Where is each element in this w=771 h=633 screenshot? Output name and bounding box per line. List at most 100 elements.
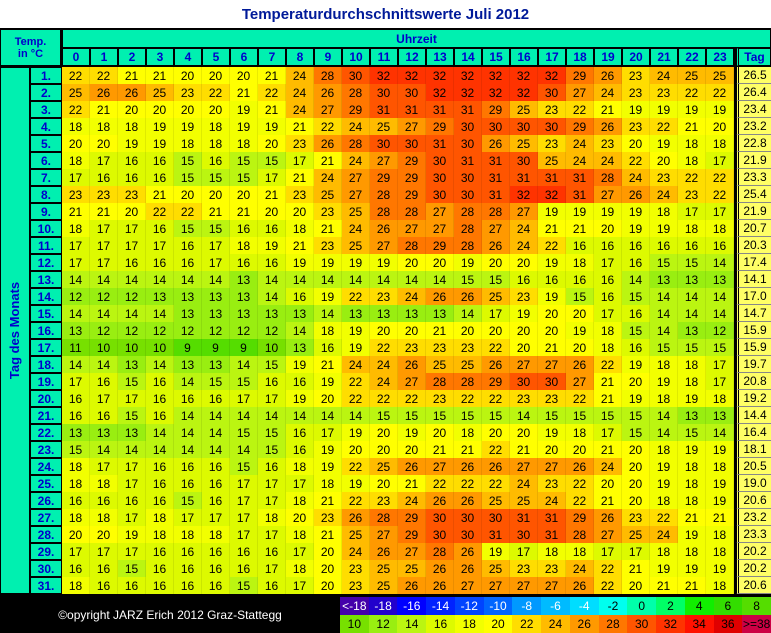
cell: 18 xyxy=(314,475,342,492)
cell: 20 xyxy=(62,526,90,543)
cell: 20 xyxy=(286,203,314,220)
cell: 15 xyxy=(566,288,594,305)
cell: 19 xyxy=(454,254,482,271)
row-label: 24. xyxy=(30,458,62,475)
cell: 23 xyxy=(622,84,650,101)
cell: 16 xyxy=(174,560,202,577)
cell: 28 xyxy=(342,135,370,152)
cell: 16 xyxy=(202,543,230,560)
cell: 21 xyxy=(202,203,230,220)
cell: 20 xyxy=(594,475,622,492)
cell: 16 xyxy=(118,152,146,169)
cell: 17 xyxy=(314,424,342,441)
cell: 19 xyxy=(370,254,398,271)
cell: 13 xyxy=(230,271,258,288)
cell: 15 xyxy=(174,169,202,186)
cell: 14 xyxy=(174,424,202,441)
row-label: 9. xyxy=(30,203,62,220)
cell: 22 xyxy=(706,84,734,101)
cell: 17 xyxy=(258,560,286,577)
row-label: 28. xyxy=(30,526,62,543)
cell: 20 xyxy=(594,220,622,237)
cell: 18 xyxy=(286,458,314,475)
cell: 26 xyxy=(314,84,342,101)
cell: 15 xyxy=(174,492,202,509)
cell: 21 xyxy=(538,339,566,356)
cell: 25 xyxy=(342,203,370,220)
cell: 27 xyxy=(426,203,454,220)
cell: 19 xyxy=(678,526,706,543)
cell: 9 xyxy=(202,339,230,356)
cell: 18 xyxy=(706,390,734,407)
cell: 26 xyxy=(90,84,118,101)
cell: 23 xyxy=(314,509,342,526)
legend-item: 6 xyxy=(713,597,743,615)
cell: 18 xyxy=(286,526,314,543)
cell: 15 xyxy=(230,458,258,475)
cell: 17 xyxy=(62,543,90,560)
cell: 16 xyxy=(146,577,174,594)
cell: 14 xyxy=(650,322,678,339)
row-label: 22. xyxy=(30,424,62,441)
corner-line: in °C xyxy=(17,47,44,60)
cell: 14 xyxy=(286,407,314,424)
cell: 18 xyxy=(678,220,706,237)
daily-mean: 23.3 xyxy=(736,169,771,186)
cell: 16 xyxy=(538,271,566,288)
legend-item: 10 xyxy=(340,615,369,633)
cell: 30 xyxy=(370,84,398,101)
cell: 16 xyxy=(146,220,174,237)
cell: 14 xyxy=(202,407,230,424)
cell: 18 xyxy=(678,373,706,390)
cell: 15 xyxy=(118,373,146,390)
cell: 13 xyxy=(230,305,258,322)
cell: 22 xyxy=(454,390,482,407)
legend-item: 18 xyxy=(454,615,484,633)
cell: 27 xyxy=(538,577,566,594)
cell: 18 xyxy=(678,135,706,152)
cell: 31 xyxy=(566,186,594,203)
cell: 22 xyxy=(482,339,510,356)
cell: 14 xyxy=(678,288,706,305)
legend-item: 0 xyxy=(627,597,657,615)
cell: 10 xyxy=(118,339,146,356)
row-label: 4. xyxy=(30,118,62,135)
cell: 16 xyxy=(566,237,594,254)
cell: 25 xyxy=(314,186,342,203)
daily-mean: 14.1 xyxy=(736,271,771,288)
daily-mean: 26.5 xyxy=(736,67,771,84)
cell: 32 xyxy=(398,67,426,84)
cell: 26 xyxy=(482,356,510,373)
cell: 18 xyxy=(650,390,678,407)
cell: 29 xyxy=(566,67,594,84)
cell: 16 xyxy=(678,237,706,254)
daily-mean: 21.9 xyxy=(736,152,771,169)
cell: 21 xyxy=(146,67,174,84)
cell: 14 xyxy=(426,271,454,288)
cell: 19 xyxy=(118,135,146,152)
cell: 18 xyxy=(174,526,202,543)
cell: 27 xyxy=(538,356,566,373)
cell: 13 xyxy=(174,288,202,305)
cell: 21 xyxy=(426,322,454,339)
cell: 20 xyxy=(286,509,314,526)
cell: 22 xyxy=(342,492,370,509)
cell: 17 xyxy=(258,526,286,543)
cell: 29 xyxy=(566,118,594,135)
row-label: 25. xyxy=(30,475,62,492)
footer: ©opyright JARZ Erich 2012 Graz-Stattegg xyxy=(58,608,282,622)
cell: 13 xyxy=(202,356,230,373)
daily-mean: 19.2 xyxy=(736,390,771,407)
cell: 21 xyxy=(230,203,258,220)
cell: 30 xyxy=(398,135,426,152)
cell: 17 xyxy=(90,220,118,237)
row-label: 31. xyxy=(30,577,62,594)
cell: 31 xyxy=(370,101,398,118)
cell: 30 xyxy=(454,135,482,152)
cell: 21 xyxy=(538,220,566,237)
cell: 17 xyxy=(62,169,90,186)
column-group-label: Uhrzeit xyxy=(62,29,771,48)
cell: 30 xyxy=(538,118,566,135)
daily-mean: 23.3 xyxy=(736,526,771,543)
